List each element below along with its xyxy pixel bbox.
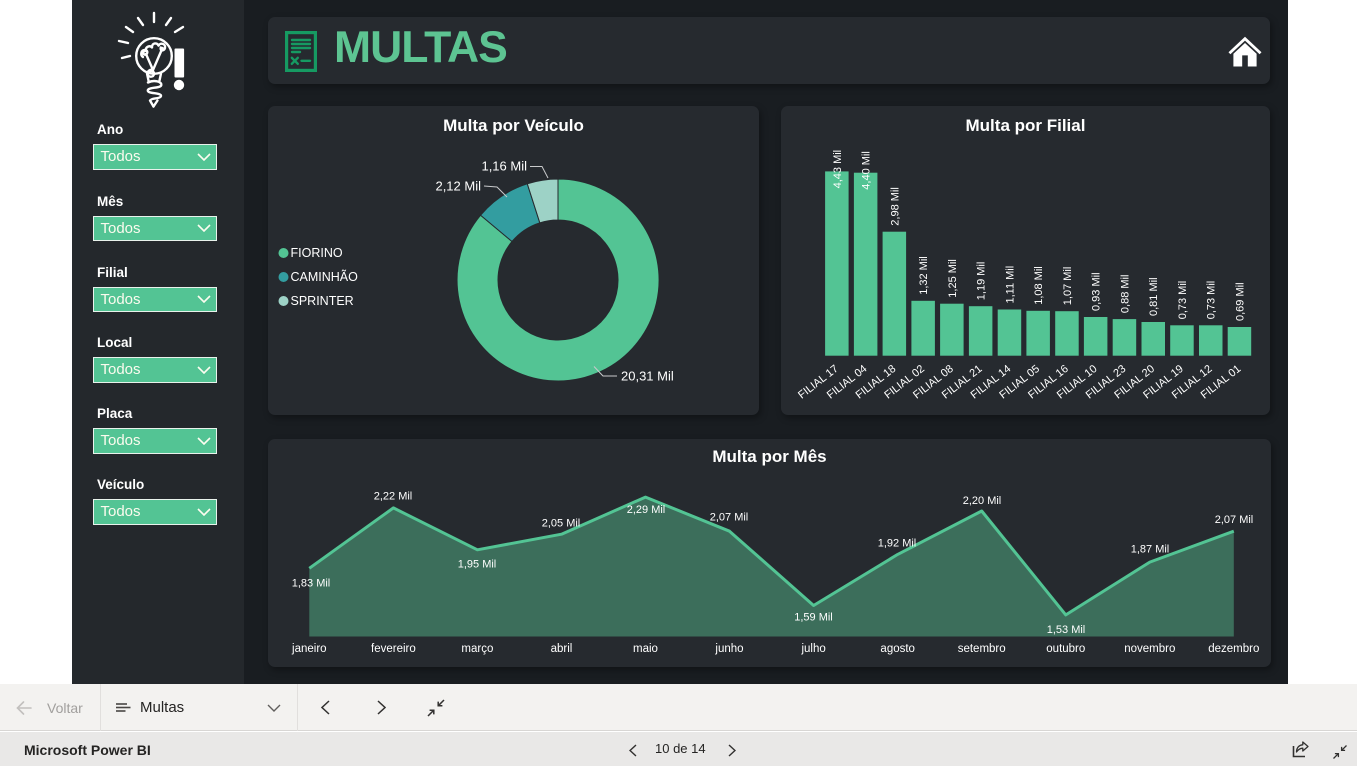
svg-text:2,22 Mil: 2,22 Mil [374, 490, 413, 502]
svg-text:FIORINO: FIORINO [291, 246, 343, 260]
svg-text:1,16 Mil: 1,16 Mil [481, 159, 527, 174]
svg-text:2,98 Mil: 2,98 Mil [889, 187, 901, 226]
svg-text:1,53 Mil: 1,53 Mil [1047, 624, 1086, 636]
svg-text:dezembro: dezembro [1208, 643, 1259, 655]
svg-text:setembro: setembro [958, 643, 1006, 655]
svg-text:4,43 Mil: 4,43 Mil [832, 150, 844, 189]
svg-text:4,40 Mil: 4,40 Mil [861, 151, 873, 190]
svg-text:0,73 Mil: 0,73 Mil [1206, 281, 1218, 320]
svg-text:SPRINTER: SPRINTER [291, 294, 354, 308]
svg-text:1,92 Mil: 1,92 Mil [878, 537, 917, 549]
svg-text:1,59 Mil: 1,59 Mil [794, 612, 833, 624]
svg-text:2,07 Mil: 2,07 Mil [710, 512, 749, 524]
svg-text:maio: maio [633, 643, 658, 655]
svg-text:1,07 Mil: 1,07 Mil [1062, 267, 1074, 306]
svg-text:2,29 Mil: 2,29 Mil [627, 504, 666, 516]
svg-text:1,95 Mil: 1,95 Mil [458, 559, 497, 571]
svg-text:1,11 Mil: 1,11 Mil [1004, 266, 1016, 304]
svg-text:1,19 Mil: 1,19 Mil [976, 262, 988, 301]
svg-text:20,31 Mil: 20,31 Mil [621, 369, 674, 384]
svg-text:agosto: agosto [880, 643, 915, 655]
svg-text:1,32 Mil: 1,32 Mil [918, 256, 930, 295]
svg-text:julho: julho [800, 643, 825, 655]
svg-text:2,05 Mil: 2,05 Mil [542, 518, 581, 530]
svg-text:0,88 Mil: 0,88 Mil [1120, 275, 1132, 314]
svg-text:0,93 Mil: 0,93 Mil [1091, 272, 1103, 311]
svg-text:janeiro: janeiro [291, 643, 327, 655]
svg-text:0,81 Mil: 0,81 Mil [1148, 277, 1160, 316]
svg-text:1,08 Mil: 1,08 Mil [1033, 266, 1045, 305]
svg-text:2,20 Mil: 2,20 Mil [963, 495, 1002, 507]
svg-text:2,07 Mil: 2,07 Mil [1215, 514, 1254, 526]
svg-text:abril: abril [551, 643, 573, 655]
svg-text:1,87 Mil: 1,87 Mil [1131, 543, 1170, 555]
svg-text:1,83 Mil: 1,83 Mil [292, 578, 331, 590]
svg-text:outubro: outubro [1046, 643, 1085, 655]
svg-text:2,12 Mil: 2,12 Mil [435, 179, 481, 194]
svg-text:0,73 Mil: 0,73 Mil [1177, 281, 1189, 320]
svg-text:1,25 Mil: 1,25 Mil [947, 259, 959, 298]
svg-text:março: março [461, 643, 493, 655]
svg-text:novembro: novembro [1124, 643, 1175, 655]
svg-text:CAMINHÃO: CAMINHÃO [291, 270, 359, 284]
svg-text:0,69 Mil: 0,69 Mil [1235, 282, 1247, 321]
svg-text:junho: junho [714, 643, 743, 655]
svg-text:fevereiro: fevereiro [371, 643, 416, 655]
